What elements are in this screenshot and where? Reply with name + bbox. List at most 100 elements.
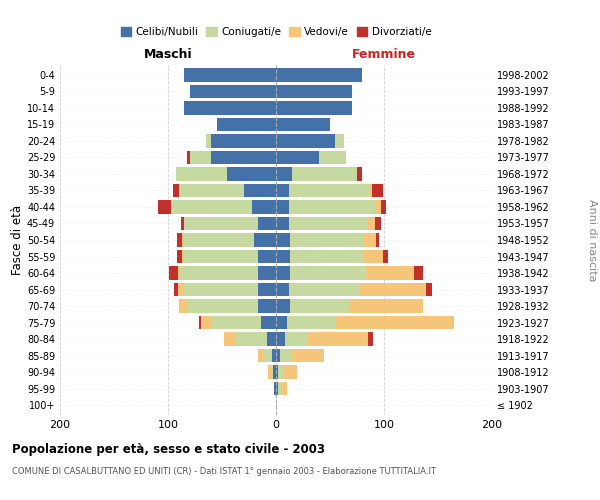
Bar xyxy=(276,101,352,114)
Bar xyxy=(224,332,276,346)
Bar xyxy=(217,118,276,131)
Bar xyxy=(187,150,276,164)
Bar xyxy=(276,68,362,82)
Bar xyxy=(276,84,352,98)
Text: Femmine: Femmine xyxy=(352,48,416,62)
Bar xyxy=(206,134,276,147)
Bar xyxy=(276,134,344,147)
Bar xyxy=(182,233,276,247)
Bar xyxy=(176,167,276,180)
Bar xyxy=(178,283,276,296)
Bar xyxy=(184,101,276,114)
Bar xyxy=(206,134,276,147)
Bar xyxy=(179,184,276,197)
Bar xyxy=(184,101,276,114)
Y-axis label: Fasce di età: Fasce di età xyxy=(11,205,24,275)
Bar xyxy=(276,167,357,180)
Legend: Celibi/Nubili, Coniugati/e, Vedovi/e, Divorziati/e: Celibi/Nubili, Coniugati/e, Vedovi/e, Di… xyxy=(119,24,433,39)
Bar xyxy=(257,300,276,313)
Bar xyxy=(276,382,278,396)
Bar xyxy=(276,216,367,230)
Bar xyxy=(268,366,276,379)
Bar xyxy=(171,200,276,214)
Bar xyxy=(184,216,276,230)
Bar xyxy=(276,184,289,197)
Bar xyxy=(276,266,414,280)
Bar xyxy=(276,349,280,362)
Bar xyxy=(276,134,344,147)
Bar xyxy=(271,366,276,379)
Bar xyxy=(257,250,276,264)
Bar xyxy=(276,233,364,247)
Bar xyxy=(190,84,276,98)
Bar xyxy=(268,332,276,346)
Bar xyxy=(276,233,379,247)
Bar xyxy=(224,332,276,346)
Bar xyxy=(227,167,276,180)
Bar xyxy=(180,266,276,280)
Bar xyxy=(217,118,276,131)
Bar xyxy=(181,216,276,230)
Bar xyxy=(257,266,276,280)
Bar xyxy=(276,283,359,296)
Bar xyxy=(184,101,276,114)
Bar xyxy=(276,300,290,313)
Bar xyxy=(184,101,276,114)
Bar xyxy=(276,366,296,379)
Bar xyxy=(276,233,376,247)
Bar xyxy=(158,200,276,214)
Bar xyxy=(184,68,276,82)
Bar xyxy=(276,101,352,114)
Bar xyxy=(211,134,276,147)
Bar xyxy=(176,167,276,180)
Bar xyxy=(276,150,346,164)
Bar xyxy=(190,84,276,98)
Bar xyxy=(276,167,292,180)
Bar xyxy=(276,332,284,346)
Text: COMUNE DI CASALBUTTANO ED UNITI (CR) - Dati ISTAT 1° gennaio 2003 - Elaborazione: COMUNE DI CASALBUTTANO ED UNITI (CR) - D… xyxy=(12,468,436,476)
Bar xyxy=(276,200,289,214)
Bar xyxy=(276,68,362,82)
Bar xyxy=(276,382,281,396)
Bar xyxy=(276,316,287,330)
Bar xyxy=(276,101,352,114)
Bar xyxy=(176,167,276,180)
Bar xyxy=(276,118,330,131)
Bar xyxy=(276,332,308,346)
Bar xyxy=(178,266,276,280)
Bar xyxy=(276,200,381,214)
Bar xyxy=(276,216,289,230)
Bar xyxy=(276,216,376,230)
Bar xyxy=(276,200,376,214)
Bar xyxy=(276,200,386,214)
Bar xyxy=(276,382,287,396)
Bar xyxy=(276,84,352,98)
Bar xyxy=(276,250,290,264)
Bar xyxy=(257,216,276,230)
Bar xyxy=(276,250,383,264)
Bar xyxy=(263,349,276,362)
Bar xyxy=(274,382,276,396)
Bar xyxy=(276,250,364,264)
Bar xyxy=(276,382,287,396)
Bar xyxy=(187,300,276,313)
Bar xyxy=(276,216,381,230)
Bar xyxy=(276,283,289,296)
Bar xyxy=(190,84,276,98)
Bar xyxy=(274,382,276,396)
Bar xyxy=(276,184,372,197)
Bar xyxy=(257,349,276,362)
Bar xyxy=(252,200,276,214)
Bar xyxy=(184,216,276,230)
Bar xyxy=(276,266,423,280)
Bar xyxy=(276,68,362,82)
Bar xyxy=(268,366,276,379)
Bar xyxy=(276,366,296,379)
Bar xyxy=(276,283,431,296)
Bar xyxy=(235,332,276,346)
Bar xyxy=(254,233,276,247)
Bar xyxy=(276,300,349,313)
Bar xyxy=(276,332,368,346)
Bar xyxy=(276,84,352,98)
Bar xyxy=(171,200,276,214)
